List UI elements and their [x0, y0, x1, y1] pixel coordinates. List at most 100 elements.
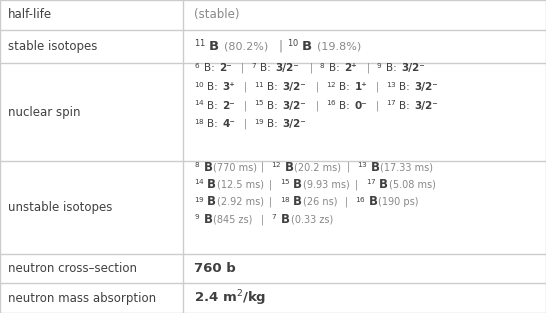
Text: $^{16}$: $^{16}$ — [326, 100, 337, 110]
Text: |: | — [347, 162, 349, 172]
Text: neutron cross–section: neutron cross–section — [8, 262, 137, 275]
Text: (9.93 ms): (9.93 ms) — [303, 179, 349, 189]
Text: 3/2⁻: 3/2⁻ — [414, 100, 438, 110]
Text: (5.08 ms): (5.08 ms) — [389, 179, 436, 189]
Text: |: | — [345, 197, 348, 207]
Text: 2⁺: 2⁺ — [345, 63, 357, 73]
Text: (26 ns): (26 ns) — [303, 197, 337, 207]
Text: |: | — [260, 214, 264, 225]
Text: B: B — [209, 40, 219, 53]
Text: nuclear spin: nuclear spin — [8, 105, 81, 119]
Text: 2⁻: 2⁻ — [219, 63, 232, 73]
Text: $^{11}$: $^{11}$ — [194, 40, 206, 53]
Text: (845 zs): (845 zs) — [213, 214, 253, 224]
Text: (770 ms): (770 ms) — [213, 162, 258, 172]
Text: B: B — [302, 40, 312, 53]
Text: (stable): (stable) — [194, 8, 239, 21]
Text: $^{7}$: $^{7}$ — [251, 63, 257, 73]
Text: B:: B: — [207, 119, 218, 129]
Text: B:: B: — [399, 100, 410, 110]
Text: B:: B: — [267, 119, 278, 129]
Text: (190 ps): (190 ps) — [378, 197, 419, 207]
Text: B:: B: — [329, 63, 340, 73]
Text: B:: B: — [339, 100, 350, 110]
Text: half-life: half-life — [8, 8, 52, 21]
Text: 3⁺: 3⁺ — [222, 82, 235, 92]
Text: (2.92 ms): (2.92 ms) — [217, 197, 264, 207]
Text: 2⁻: 2⁻ — [222, 100, 235, 110]
Text: B: B — [204, 161, 212, 174]
Text: $^{6}$: $^{6}$ — [194, 63, 200, 73]
Text: B: B — [207, 195, 216, 208]
Text: $^{17}$: $^{17}$ — [386, 100, 397, 110]
Text: B: B — [204, 213, 212, 226]
Text: |: | — [269, 179, 272, 190]
Text: 760 b: 760 b — [194, 262, 235, 275]
Text: $^{12}$: $^{12}$ — [271, 162, 282, 172]
Text: (80.2%): (80.2%) — [224, 41, 268, 51]
Text: (19.8%): (19.8%) — [317, 41, 361, 51]
Text: $^{10}$: $^{10}$ — [194, 82, 205, 92]
Text: $^{8}$: $^{8}$ — [194, 162, 200, 172]
Text: $^{14}$: $^{14}$ — [194, 100, 205, 110]
Text: B:: B: — [204, 63, 215, 73]
Text: 3/2⁻: 3/2⁻ — [282, 119, 306, 129]
Text: B: B — [369, 195, 377, 208]
Text: B:: B: — [267, 82, 278, 92]
Text: $^{17}$: $^{17}$ — [366, 179, 377, 189]
Text: B: B — [379, 178, 388, 191]
Text: 3/2⁻: 3/2⁻ — [401, 63, 425, 73]
Text: 3/2⁻: 3/2⁻ — [414, 82, 438, 92]
Text: $^{13}$: $^{13}$ — [358, 162, 368, 172]
Text: (20.2 ms): (20.2 ms) — [294, 162, 341, 172]
Text: 3/2⁻: 3/2⁻ — [282, 82, 306, 92]
Text: |: | — [376, 100, 379, 111]
Text: 0⁻: 0⁻ — [354, 100, 367, 110]
Text: |: | — [244, 100, 247, 111]
Text: |: | — [366, 63, 370, 74]
Text: $^{9}$: $^{9}$ — [376, 63, 382, 73]
Text: B: B — [281, 213, 290, 226]
Text: unstable isotopes: unstable isotopes — [8, 201, 112, 214]
Text: B: B — [371, 161, 379, 174]
Text: B:: B: — [339, 82, 350, 92]
Text: $^{18}$: $^{18}$ — [280, 197, 290, 207]
Text: 1⁺: 1⁺ — [354, 82, 367, 92]
Text: 4⁻: 4⁻ — [222, 119, 235, 129]
Text: B: B — [284, 161, 293, 174]
Text: (12.5 ms): (12.5 ms) — [217, 179, 264, 189]
Text: (0.33 zs): (0.33 zs) — [291, 214, 333, 224]
Text: $^{7}$: $^{7}$ — [271, 214, 277, 224]
Text: $^{8}$: $^{8}$ — [319, 63, 325, 73]
Text: B:: B: — [207, 100, 218, 110]
Text: $^{19}$: $^{19}$ — [254, 119, 265, 129]
Text: |: | — [376, 82, 379, 92]
Text: B: B — [293, 178, 302, 191]
Text: (17.33 ms): (17.33 ms) — [381, 162, 434, 172]
Text: B:: B: — [260, 63, 271, 73]
Text: 3/2⁻: 3/2⁻ — [276, 63, 299, 73]
Text: $^{9}$: $^{9}$ — [194, 214, 200, 224]
Text: $^{13}$: $^{13}$ — [386, 82, 397, 92]
Text: |: | — [355, 179, 358, 190]
Text: |: | — [310, 63, 313, 74]
Text: $^{10}$: $^{10}$ — [287, 40, 299, 53]
Text: $^{16}$: $^{16}$ — [355, 197, 366, 207]
Text: B:: B: — [399, 82, 410, 92]
Text: $^{14}$: $^{14}$ — [194, 179, 205, 189]
Text: $^{15}$: $^{15}$ — [280, 179, 290, 189]
Text: $^{18}$: $^{18}$ — [194, 119, 205, 129]
Text: 3/2⁻: 3/2⁻ — [282, 100, 306, 110]
Text: B: B — [293, 195, 302, 208]
Text: B:: B: — [386, 63, 397, 73]
Text: $^{19}$: $^{19}$ — [194, 197, 205, 207]
Text: neutron mass absorption: neutron mass absorption — [8, 292, 156, 305]
Text: B:: B: — [267, 100, 278, 110]
Text: B: B — [207, 178, 216, 191]
Text: B:: B: — [207, 82, 218, 92]
Text: |: | — [278, 40, 282, 53]
Text: stable isotopes: stable isotopes — [8, 40, 98, 53]
Text: |: | — [316, 100, 319, 111]
Text: |: | — [260, 162, 264, 172]
Text: $^{12}$: $^{12}$ — [326, 82, 336, 92]
